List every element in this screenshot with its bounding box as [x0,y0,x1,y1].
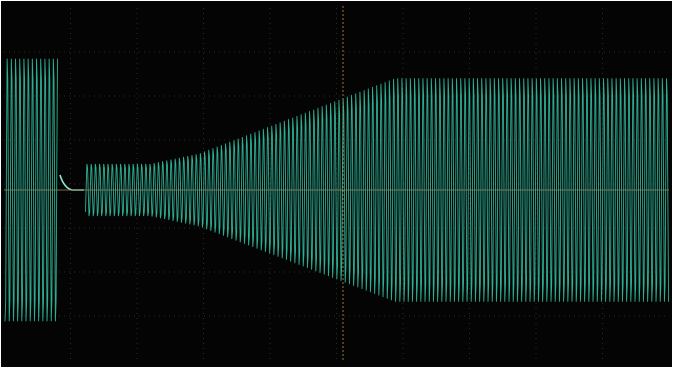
cursor-lines [4,6,669,362]
graticule-grid [4,8,669,360]
